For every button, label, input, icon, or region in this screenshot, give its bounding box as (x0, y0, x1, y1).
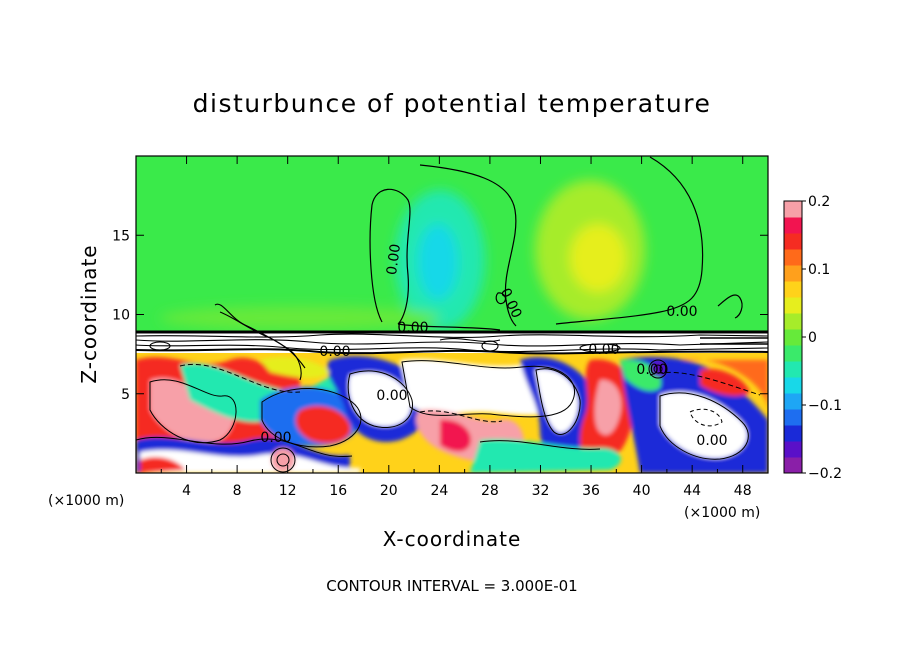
contour-label: 0.00 (397, 320, 428, 336)
colorbar (783, 200, 803, 474)
colorbar-swatch (784, 233, 802, 250)
x-tick-label: 16 (329, 483, 347, 499)
x-tick-label: 20 (380, 483, 398, 499)
x-tick-label: 36 (582, 483, 600, 499)
colorbar-swatch (784, 249, 802, 266)
colorbar-swatch (784, 393, 802, 410)
x-tick-label: 28 (481, 483, 499, 499)
warm-band (160, 306, 440, 330)
colorbar-swatch (784, 201, 802, 218)
colorbar-swatch (784, 457, 802, 474)
colorbar-swatch (784, 345, 802, 362)
x-tick-label: 40 (633, 483, 651, 499)
x-tick-label: 32 (532, 483, 550, 499)
lower-layer (136, 350, 768, 473)
x-axis: 4 8 12 16 20 24 28 32 36 40 44 48 (160, 156, 752, 499)
contour-label: 0.00 (384, 243, 404, 276)
colorbar-swatch (784, 297, 802, 314)
plot-area: 0.00 0.00 0.00 0.00 0.00 0.00 0.00 0.00 … (136, 156, 768, 473)
colorbar-tick-label: 0.2 (808, 194, 830, 210)
colorbar-swatch (784, 217, 802, 234)
contour-interval-label: CONTOUR INTERVAL = 3.000E-01 (326, 577, 577, 595)
colorbar-swatch (784, 313, 802, 330)
x-tick-label: 8 (233, 483, 242, 499)
colorbar-swatch (784, 281, 802, 298)
x-tick-label: 4 (182, 483, 191, 499)
y-axis-title: Z-coordinate (77, 244, 101, 383)
contour-label: 0.00 (696, 433, 727, 449)
colorbar-tick-label: 0 (808, 330, 817, 346)
y-tick-label: 5 (121, 387, 130, 403)
colorbar-swatch (784, 441, 802, 458)
interface-band (136, 303, 768, 381)
y-tick-label: 15 (112, 228, 130, 244)
upper-anomalies (160, 180, 645, 330)
contour-label: 0.00 (376, 388, 407, 404)
lower-contours (136, 359, 761, 473)
colorbar-swatch (784, 425, 802, 442)
colorbar-swatch (784, 361, 802, 378)
upper-contours (369, 156, 743, 331)
contour-label: 0.00 (319, 344, 350, 360)
x-tick-label: 12 (279, 483, 297, 499)
colorbar-ticks: 0.2 0.1 0 −0.1 −0.2 (802, 194, 842, 482)
colorbar-tick-label: 0.1 (808, 262, 830, 278)
warm-anomaly-core (570, 224, 626, 292)
contour-labels: 0.00 0.00 0.00 0.00 0.00 0.00 0.00 0.00 … (260, 243, 727, 449)
colorbar-swatch (784, 265, 802, 282)
x-tick-label: 24 (430, 483, 448, 499)
chart-title: disturbunce of potential temperature (193, 89, 712, 118)
x-tick-label: 48 (734, 483, 752, 499)
cool-anomaly-core (418, 224, 458, 300)
colorbar-tick-label: −0.1 (808, 398, 842, 414)
colorbar-swatch (784, 409, 802, 426)
x-unit-label-right: (×1000 m) (684, 505, 760, 521)
y-axis: 5 10 15 (112, 228, 768, 403)
colorbar-swatch (784, 329, 802, 346)
x-tick-label: 44 (683, 483, 701, 499)
colorbar-swatch (784, 377, 802, 394)
x-unit-label: (×1000 m) (48, 493, 124, 509)
y-tick-label: 10 (112, 308, 130, 324)
contour-label: 0.00 (636, 362, 667, 378)
contour-label: 0.00 (588, 342, 619, 358)
contour-label: 0.00 (260, 430, 291, 446)
x-axis-title: X-coordinate (383, 527, 522, 551)
colorbar-tick-label: −0.2 (808, 466, 842, 482)
contour-label: 0.00 (666, 304, 697, 320)
